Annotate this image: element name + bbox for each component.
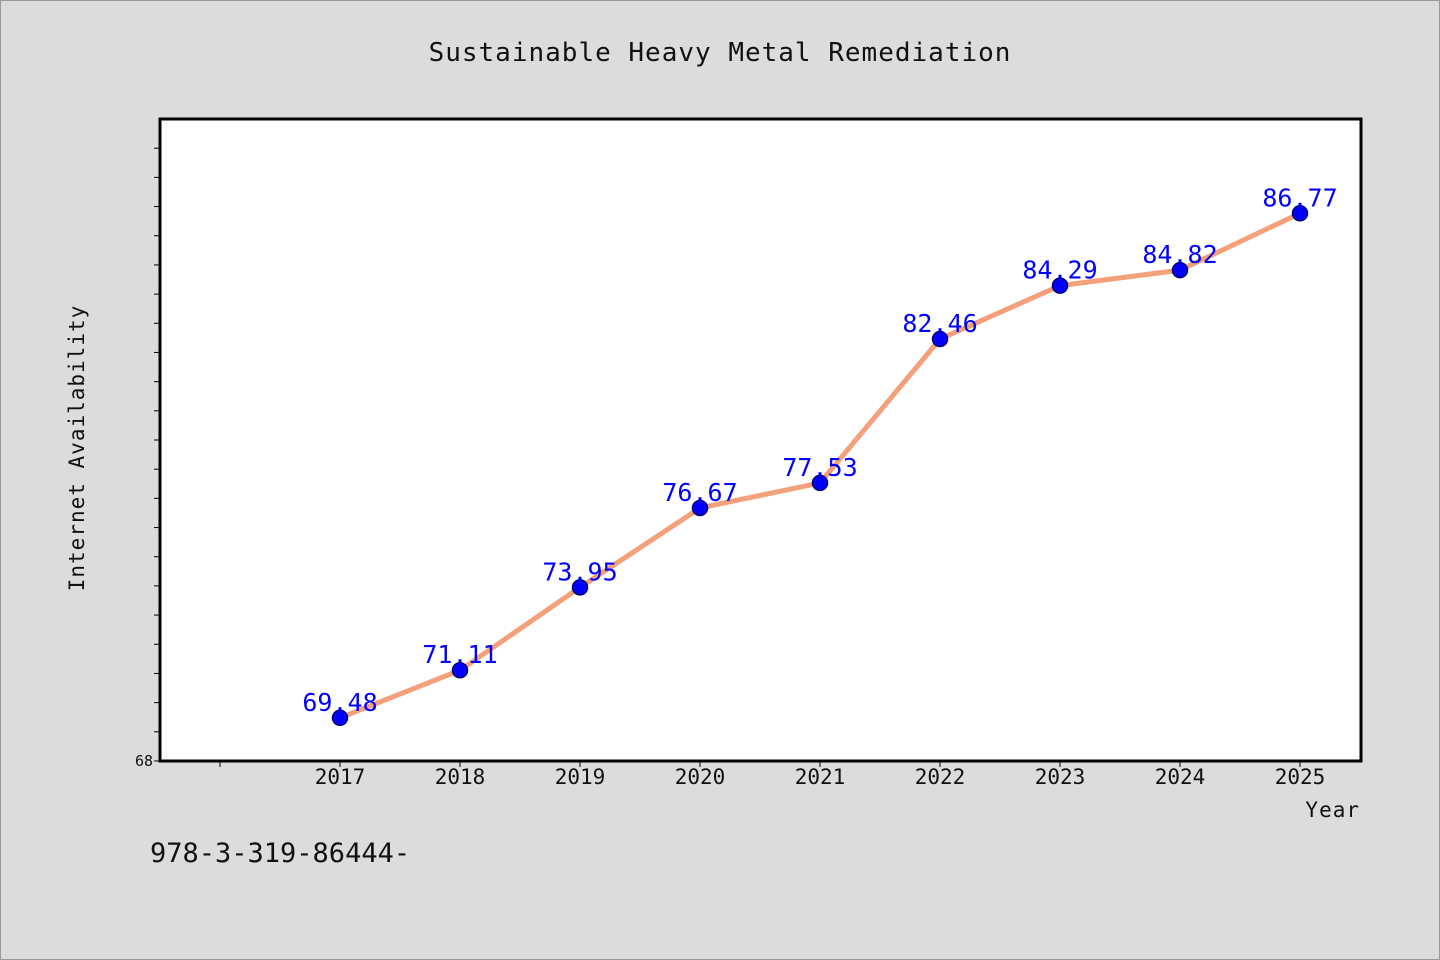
data-labels: 69.48 71.11 73.95 76.67 77.53 82.46 84.29 84.82…	[302, 183, 1337, 717]
y-axis-label: Internet Availability	[65, 305, 89, 592]
plot-area	[160, 119, 1361, 761]
data-label-2025: 86.77	[1262, 183, 1337, 212]
x-tick-label-2019: 2019	[555, 765, 606, 789]
plot-border	[158, 117, 1363, 763]
x-tick-label-2021: 2021	[795, 765, 846, 789]
data-label-2022: 82.46	[902, 309, 977, 338]
data-point-2025	[1291, 205, 1309, 222]
x-axis-label: Year	[1305, 798, 1360, 822]
series-markers	[331, 205, 1309, 727]
x-tick-label-2018: 2018	[435, 765, 486, 789]
x-tick-label-2025: 2025	[1275, 765, 1326, 789]
data-point-2023	[1051, 277, 1069, 294]
data-label-2024: 84.82	[1142, 240, 1217, 269]
data-point-2018	[451, 661, 469, 679]
y-tick-label-68: 68	[135, 752, 153, 770]
data-label-2018: 71.11	[422, 640, 497, 669]
x-tick-label-2020: 2020	[675, 765, 726, 789]
data-point-2020	[691, 499, 709, 517]
x-tick-label-2022: 2022	[915, 765, 966, 789]
footnote-isbn: 978-3-319-86444-	[150, 838, 410, 869]
data-point-2019	[571, 579, 589, 596]
data-point-2024	[1171, 261, 1189, 279]
data-label-2020: 76.67	[662, 478, 737, 507]
data-point-2022	[931, 330, 949, 348]
x-tick-label-2017: 2017	[315, 765, 366, 789]
x-tick-label-2024: 2024	[1155, 765, 1206, 789]
x-axis-tick-labels: 2017 2018 2019 2020 2021 2022 2023 2024 2025	[315, 765, 1326, 789]
chart-title: Sustainable Heavy Metal Remediation	[429, 38, 1012, 68]
data-label-2019: 73.95	[542, 557, 617, 586]
data-point-2017	[331, 709, 349, 727]
x-tick-label-2023: 2023	[1035, 765, 1086, 789]
data-label-2017: 69.48	[302, 688, 377, 717]
data-point-2021	[811, 474, 829, 492]
data-label-2021: 77.53	[782, 453, 857, 482]
data-label-2023: 84.29	[1022, 256, 1097, 285]
